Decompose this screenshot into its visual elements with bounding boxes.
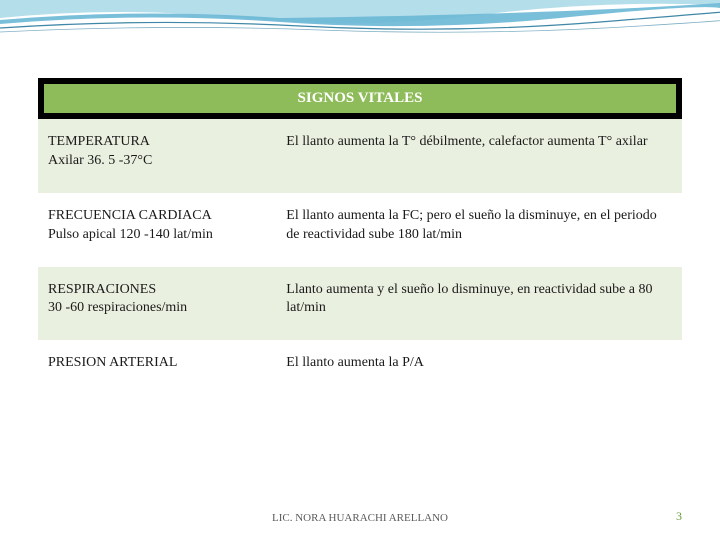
- row-description: El llanto aumenta la FC; pero el sueño l…: [276, 193, 682, 267]
- row-label-line1: RESPIRACIONES: [48, 282, 156, 297]
- row-label-line2: Pulso apical 120 -140 lat/min: [48, 227, 213, 242]
- row-label: RESPIRACIONES 30 -60 respiraciones/min: [38, 267, 276, 341]
- vital-signs-table: SIGNOS VITALES TEMPERATURA Axilar 36. 5 …: [38, 78, 682, 395]
- wave-decoration: [0, 0, 720, 60]
- table-row: PRESION ARTERIAL El llanto aumenta la P/…: [38, 340, 682, 395]
- row-label: TEMPERATURA Axilar 36. 5 -37°C: [38, 119, 276, 193]
- row-description: El llanto aumenta la T° débilmente, cale…: [276, 119, 682, 193]
- row-label: FRECUENCIA CARDIACA Pulso apical 120 -14…: [38, 193, 276, 267]
- row-description: Llanto aumenta y el sueño lo disminuye, …: [276, 267, 682, 341]
- row-label-line1: TEMPERATURA: [48, 134, 150, 149]
- table-row: FRECUENCIA CARDIACA Pulso apical 120 -14…: [38, 193, 682, 267]
- row-label-line1: PRESION ARTERIAL: [48, 355, 177, 370]
- row-description: El llanto aumenta la P/A: [276, 340, 682, 395]
- row-label-line2: 30 -60 respiraciones/min: [48, 300, 187, 315]
- row-label-line1: FRECUENCIA CARDIACA: [48, 208, 212, 223]
- table-header-cell: SIGNOS VITALES: [38, 78, 682, 119]
- table-row: RESPIRACIONES 30 -60 respiraciones/min L…: [38, 267, 682, 341]
- slide-content: SIGNOS VITALES TEMPERATURA Axilar 36. 5 …: [38, 78, 682, 395]
- row-label-line2: Axilar 36. 5 -37°C: [48, 153, 152, 168]
- table-header-text: SIGNOS VITALES: [44, 84, 676, 113]
- table-row: TEMPERATURA Axilar 36. 5 -37°C El llanto…: [38, 119, 682, 193]
- page-number: 3: [676, 509, 682, 524]
- row-label: PRESION ARTERIAL: [38, 340, 276, 395]
- footer-author: LIC. NORA HUARACHI ARELLANO: [0, 512, 720, 524]
